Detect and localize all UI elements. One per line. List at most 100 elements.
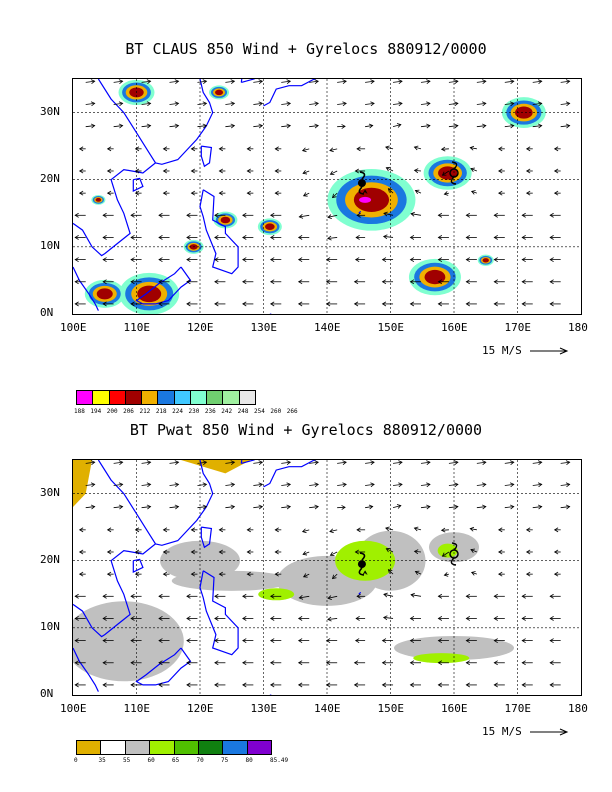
wind-arrow — [420, 79, 431, 85]
lat-tick-label: 30N — [40, 104, 60, 118]
cloud-region — [137, 285, 162, 303]
wind-arrow — [553, 146, 561, 152]
wind-arrow — [130, 279, 142, 285]
wind-arrow — [190, 571, 198, 577]
wind-arrow — [365, 123, 374, 129]
colorbar-swatch — [77, 391, 94, 404]
wind-arrow — [560, 504, 571, 510]
coastline — [358, 591, 362, 595]
wind-arrow — [301, 147, 310, 153]
wind-arrow — [141, 79, 152, 85]
coastline — [263, 79, 317, 107]
wind-arrow — [465, 257, 477, 263]
wind-arrow — [85, 123, 96, 129]
colorbar-label: 266 — [286, 408, 298, 415]
wind-arrow — [169, 482, 180, 488]
wind-arrow — [525, 549, 533, 555]
wind-arrow — [329, 147, 338, 153]
wind-arrow — [327, 214, 338, 219]
wind-arrow — [448, 504, 459, 510]
wind-arrow — [354, 168, 366, 174]
wind-arrow — [521, 235, 533, 240]
wind-arrow — [102, 301, 114, 307]
claus-map-svg — [73, 79, 581, 314]
wind-arrow — [409, 682, 421, 688]
wind-arrow — [470, 571, 477, 576]
wind-arrow — [130, 616, 142, 621]
pwat-region — [258, 588, 295, 601]
wind-arrow — [337, 482, 347, 488]
wind-arrow — [469, 145, 477, 151]
wind-arrow — [281, 123, 292, 129]
wind-arrow — [420, 504, 431, 510]
wind-arrow — [158, 660, 170, 666]
wind-arrow — [409, 660, 421, 666]
wind-arrow — [387, 188, 394, 194]
wind-arrow — [337, 79, 347, 85]
wind-arrow — [356, 527, 366, 533]
wind-arrow — [274, 146, 282, 152]
wind-arrow — [78, 571, 86, 577]
wind-arrow — [309, 123, 319, 129]
coastline — [132, 558, 144, 574]
coastline — [200, 526, 213, 549]
wind-arrow — [437, 593, 449, 599]
wind-arrow — [325, 682, 338, 688]
colorbar-swatch — [93, 391, 110, 404]
lon-tick-label: 100E — [60, 321, 87, 334]
wind-arrow — [440, 527, 449, 533]
wind-arrow — [225, 123, 236, 129]
colorbar-swatch — [174, 391, 191, 404]
wind-arrow — [197, 101, 208, 107]
wind-arrow — [327, 595, 338, 600]
wind-arrow — [532, 101, 543, 107]
wind-arrow — [437, 235, 449, 240]
wind-arrow — [214, 301, 226, 307]
wind-arrow — [246, 549, 254, 555]
wind-arrow — [498, 168, 505, 174]
wind-arrow — [532, 482, 543, 488]
wind-arrow — [130, 235, 142, 240]
wind-arrow — [387, 569, 394, 575]
lon-tick-label: 180 — [568, 321, 588, 334]
wind-arrow — [493, 257, 505, 263]
wind-arrow — [85, 79, 96, 85]
wind-arrow — [162, 527, 170, 533]
cloud-region — [96, 288, 113, 300]
wind-arrow — [521, 257, 533, 263]
wind-arrow — [382, 615, 394, 621]
wind-arrow — [413, 145, 422, 151]
wind-arrow — [130, 301, 142, 307]
wind-arrow — [385, 526, 394, 532]
wind-arrow — [441, 551, 450, 557]
wind-arrow — [134, 549, 142, 555]
lon-tick-label: 170E — [504, 702, 532, 715]
wind-arrow — [242, 257, 254, 263]
colorbar-label: 194 — [90, 408, 102, 415]
wind-arrow — [549, 212, 561, 218]
wind-arrow — [106, 168, 114, 174]
wind-arrow — [74, 638, 86, 644]
wind-arrow — [169, 123, 180, 129]
wind-arrow — [158, 682, 170, 688]
wind-arrow — [186, 301, 198, 307]
wind-arrow — [302, 169, 310, 175]
wind-arrow — [186, 212, 198, 218]
colorbar-label: 35 — [98, 757, 106, 764]
wind-arrow — [440, 146, 449, 152]
wind-arrow — [560, 482, 571, 488]
wind-arrow — [186, 638, 198, 644]
wind-arrow — [493, 279, 505, 285]
wind-arrow — [560, 460, 571, 466]
wind-arrow — [218, 527, 226, 533]
wind-arrow — [329, 528, 338, 534]
colorbar-swatch — [247, 741, 271, 754]
wind-arrow — [134, 571, 142, 577]
wind-arrow — [141, 482, 152, 488]
wind-arrow — [521, 279, 533, 285]
wind-arrow — [498, 190, 505, 196]
wind-arrow — [218, 549, 226, 555]
wind-arrow — [414, 570, 422, 576]
wind-arrow — [130, 593, 142, 599]
wind-arrow — [337, 124, 346, 129]
